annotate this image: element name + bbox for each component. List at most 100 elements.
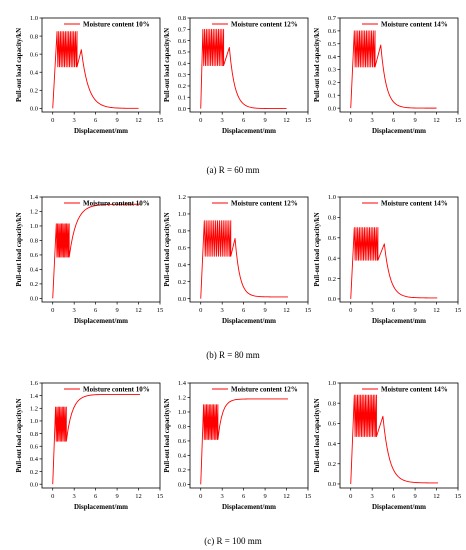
y-tick-label: 0.8 bbox=[178, 228, 186, 235]
y-tick-label: 0.8 bbox=[178, 424, 186, 431]
y-tick-label: 0.4 bbox=[178, 453, 187, 460]
plot-frame bbox=[189, 382, 309, 489]
y-tick-label: 0.8 bbox=[30, 238, 38, 245]
y-tick-label: 0.6 bbox=[178, 438, 187, 445]
x-tick-label: 12 bbox=[135, 307, 142, 314]
x-tick-label: 15 bbox=[157, 307, 164, 314]
x-tick-label: 9 bbox=[413, 307, 416, 314]
caption-a: (a) R = 60 mm bbox=[206, 165, 260, 175]
y-axis-label: Pull-out load capacity/kN bbox=[16, 28, 23, 102]
y-tick-label: 0.0 bbox=[178, 106, 186, 113]
y-tick-label: 0.6 bbox=[178, 245, 187, 252]
y-tick-label: 1.2 bbox=[178, 395, 186, 402]
y-axis-label: Pull-out load capacity/kN bbox=[164, 212, 171, 286]
y-tick-label: 1.0 bbox=[328, 194, 336, 201]
x-axis-label: Displacement/mm bbox=[222, 317, 276, 325]
x-tick-label: 6 bbox=[392, 117, 396, 124]
x-tick-label: 6 bbox=[392, 493, 396, 500]
y-tick-label: 1.0 bbox=[30, 223, 38, 230]
x-tick-label: 15 bbox=[455, 493, 462, 500]
legend-label: Moisture content 12% bbox=[231, 199, 298, 207]
y-tick-label: 0.0 bbox=[30, 481, 38, 488]
chart-panel-7: 0 3 6 9 12 15 0.0 0.2 0.4 0.6 0.8 1.0 1.2 1.4 1.6 Displ… bbox=[16, 380, 163, 511]
x-tick-label: 15 bbox=[157, 493, 164, 500]
x-tick-label: 3 bbox=[371, 493, 374, 500]
x-axis-label: Displacement/mm bbox=[74, 317, 128, 325]
legend-label: Moisture content 10% bbox=[83, 385, 150, 393]
y-tick-label: 1.0 bbox=[30, 15, 38, 22]
x-axis-label: Displacement/mm bbox=[222, 503, 276, 511]
y-tick-label: 0.2 bbox=[30, 469, 38, 476]
plot-frame bbox=[41, 196, 161, 303]
y-tick-label: 1.0 bbox=[178, 211, 186, 218]
x-axis-label: Displacement/mm bbox=[74, 503, 128, 511]
x-tick-label: 6 bbox=[94, 117, 98, 124]
y-tick-label: 0.7 bbox=[178, 27, 187, 34]
series-line bbox=[52, 31, 139, 109]
chart-panel-6: 0 3 6 9 12 15 0.0 0.2 0.4 0.6 0.8 1.0 Displacement/m… bbox=[314, 194, 461, 325]
x-tick-label: 0 bbox=[349, 493, 352, 500]
plot-frame bbox=[339, 196, 459, 303]
y-tick-label: 0.4 bbox=[328, 255, 337, 262]
x-axis-label: Displacement/mm bbox=[222, 127, 276, 135]
y-tick-label: 0.6 bbox=[30, 252, 39, 259]
y-tick-label: 0.8 bbox=[30, 431, 38, 438]
x-tick-label: 9 bbox=[115, 493, 118, 500]
x-tick-label: 15 bbox=[305, 493, 312, 500]
series-line bbox=[200, 398, 288, 485]
y-tick-label: 0.8 bbox=[178, 15, 186, 22]
chart-panel-9: 0 3 6 9 12 15 0.0 0.2 0.4 0.6 0.8 1.0 Displacement/m… bbox=[314, 380, 461, 511]
x-tick-label: 3 bbox=[221, 117, 224, 124]
x-tick-label: 6 bbox=[94, 307, 98, 314]
plot-frame bbox=[339, 382, 459, 489]
x-tick-label: 15 bbox=[455, 307, 462, 314]
y-tick-label: 0.7 bbox=[328, 15, 337, 22]
y-tick-label: 0.8 bbox=[30, 33, 38, 40]
caption-b: (b) R = 80 mm bbox=[206, 350, 260, 360]
y-tick-label: 0.6 bbox=[328, 421, 337, 428]
x-tick-label: 0 bbox=[51, 307, 54, 314]
y-tick-label: 1.2 bbox=[30, 406, 38, 413]
x-tick-label: 9 bbox=[263, 307, 266, 314]
chart-panel-4: 0 3 6 9 12 15 0.0 0.2 0.4 0.6 0.8 1.0 1.2 1.4 Displace… bbox=[16, 194, 163, 325]
legend-label: Moisture content 14% bbox=[381, 385, 448, 393]
y-axis-label: Pull-out load capacity/kN bbox=[164, 398, 171, 472]
y-tick-label: 0.4 bbox=[178, 61, 187, 68]
x-tick-label: 6 bbox=[242, 117, 246, 124]
x-tick-label: 3 bbox=[73, 307, 76, 314]
x-tick-label: 9 bbox=[263, 117, 266, 124]
x-tick-label: 0 bbox=[349, 307, 352, 314]
x-tick-label: 0 bbox=[199, 307, 202, 314]
legend-label: Moisture content 10% bbox=[83, 20, 150, 28]
x-tick-label: 9 bbox=[413, 117, 416, 124]
x-tick-label: 3 bbox=[371, 307, 374, 314]
y-tick-label: 0.8 bbox=[328, 215, 336, 222]
x-axis-label: Displacement/mm bbox=[74, 127, 128, 135]
chart-panel-3: 0 3 6 9 12 15 0.0 0.1 0.2 0.3 0.4 0.5 0.6 0.7 Displace… bbox=[314, 15, 461, 135]
y-tick-label: 0.5 bbox=[328, 41, 336, 48]
y-tick-label: 0.0 bbox=[178, 482, 186, 489]
chart-panel-2: 0 3 6 9 12 15 0.0 0.1 0.2 0.3 0.4 0.5 0.6 0.7 0.8 Displ… bbox=[164, 15, 311, 135]
y-axis-label: Pull-out load capacity/kN bbox=[16, 212, 23, 286]
y-tick-label: 0.6 bbox=[178, 38, 187, 45]
y-tick-label: 0.0 bbox=[30, 106, 38, 113]
y-tick-label: 1.4 bbox=[178, 380, 187, 387]
x-tick-label: 12 bbox=[433, 307, 440, 314]
y-tick-label: 0.0 bbox=[30, 296, 38, 303]
legend-label: Moisture content 12% bbox=[231, 385, 298, 393]
y-tick-label: 0.6 bbox=[328, 28, 337, 35]
y-tick-label: 0.2 bbox=[178, 467, 186, 474]
x-tick-label: 6 bbox=[242, 493, 246, 500]
x-tick-label: 6 bbox=[242, 307, 246, 314]
chart-panel-1: 0 3 6 9 12 15 0.0 0.2 0.4 0.6 0.8 1.0 Displacement/m… bbox=[16, 15, 163, 135]
x-tick-label: 9 bbox=[115, 117, 118, 124]
x-tick-label: 12 bbox=[135, 493, 142, 500]
y-tick-label: 1.6 bbox=[30, 380, 39, 387]
x-tick-label: 12 bbox=[283, 307, 290, 314]
x-axis-label: Displacement/mm bbox=[372, 503, 426, 511]
y-tick-label: 0.4 bbox=[178, 262, 187, 269]
plot-frame bbox=[41, 17, 161, 113]
x-tick-label: 3 bbox=[221, 493, 224, 500]
